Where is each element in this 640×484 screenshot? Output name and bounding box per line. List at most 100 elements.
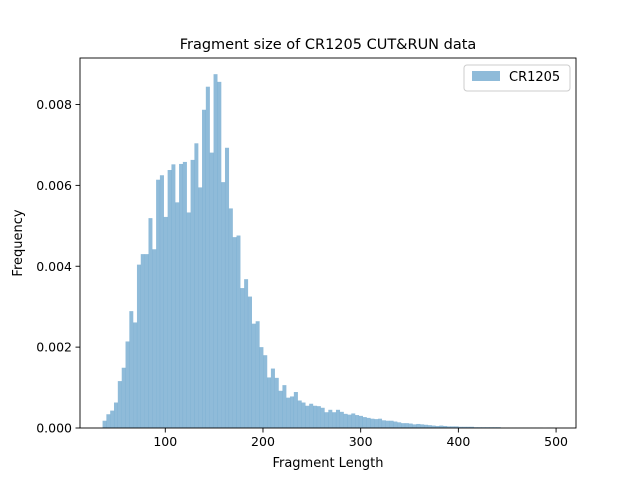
histogram-bar — [340, 412, 344, 428]
histogram-bar — [405, 423, 409, 428]
histogram-bar — [351, 413, 355, 428]
histogram-bar — [336, 410, 340, 428]
histogram-bar — [413, 424, 417, 428]
histogram-bar — [420, 424, 424, 428]
x-tick-label: 500 — [544, 434, 568, 449]
histogram-bar — [202, 110, 206, 428]
histogram-bar — [382, 420, 386, 428]
y-tick-label: 0.002 — [36, 340, 72, 355]
histogram-bar — [259, 347, 263, 428]
histogram-bar — [401, 423, 405, 428]
x-tick-label: 100 — [153, 434, 177, 449]
histogram-bar — [286, 398, 290, 428]
histogram-bar — [214, 74, 218, 428]
histogram-bar — [244, 279, 248, 428]
histogram-bar — [409, 424, 413, 428]
y-axis-label: Frequency — [11, 209, 26, 276]
histogram-bar — [126, 341, 130, 428]
histogram-bar — [240, 288, 244, 428]
histogram-bar — [378, 419, 382, 428]
histogram-bar — [367, 418, 371, 428]
histogram-bar — [305, 406, 309, 428]
chart-title: Fragment size of CR1205 CUT&RUN data — [180, 37, 477, 53]
histogram-bar — [148, 218, 152, 428]
histogram-bar — [168, 170, 172, 428]
histogram-bar — [175, 202, 179, 428]
histogram-bar — [370, 419, 374, 428]
histogram-bar — [325, 412, 329, 428]
histogram-bar — [106, 414, 110, 428]
histogram-bar — [191, 160, 195, 428]
histogram-bar — [313, 406, 317, 428]
histogram-bar — [294, 392, 298, 428]
histogram-bar — [110, 411, 114, 428]
histogram-bar — [225, 148, 229, 428]
histogram-bar — [103, 421, 107, 428]
histogram-bar — [171, 164, 175, 428]
histogram-bar — [347, 415, 351, 428]
histogram-bar — [164, 217, 168, 428]
histogram-bar — [397, 422, 401, 428]
histogram-bar — [302, 403, 306, 428]
histogram-bar — [183, 162, 187, 428]
histogram-bar — [386, 421, 390, 428]
histogram-bar — [237, 236, 241, 428]
histogram-bar — [355, 415, 359, 428]
histogram-bar — [363, 417, 367, 428]
histogram-bar — [424, 425, 428, 428]
histogram-bar — [114, 403, 118, 428]
y-tick-label: 0.006 — [36, 178, 72, 193]
x-tick-label: 200 — [251, 434, 275, 449]
histogram-bar — [252, 324, 256, 428]
histogram-bar — [160, 175, 164, 428]
histogram-bar — [374, 419, 378, 428]
y-tick-label: 0.000 — [36, 421, 72, 436]
histogram-bar — [321, 408, 325, 428]
histogram-bar — [233, 237, 237, 428]
histogram-bar — [210, 153, 214, 428]
legend-label: CR1205 — [509, 70, 560, 85]
histogram-bar — [393, 422, 397, 428]
histogram-bar — [271, 369, 275, 428]
y-tick-label: 0.008 — [36, 97, 72, 112]
histogram-bar — [179, 164, 183, 428]
histogram-bar — [229, 208, 233, 428]
histogram-bar — [137, 265, 141, 428]
histogram-bar — [416, 424, 420, 428]
y-tick-label: 0.004 — [36, 259, 72, 274]
histogram-bar — [152, 249, 156, 428]
histogram-bar — [118, 381, 122, 428]
histogram-bar — [317, 406, 321, 428]
histogram-bar — [248, 297, 252, 428]
histogram-bar — [194, 143, 198, 428]
x-tick-label: 400 — [446, 434, 470, 449]
histogram-bar — [298, 401, 302, 428]
histogram-bar — [133, 322, 137, 428]
histogram-bar — [145, 254, 149, 428]
histogram-bar — [129, 311, 133, 428]
histogram-bar — [263, 355, 267, 428]
legend: CR1205 — [464, 65, 570, 91]
histogram-bar — [122, 368, 126, 428]
histogram-bar — [206, 87, 210, 428]
histogram-bar — [279, 391, 283, 428]
histogram-bar — [332, 412, 336, 428]
histogram-bar — [156, 180, 160, 428]
histogram-bar — [328, 410, 332, 428]
histogram-bar — [275, 378, 279, 428]
histogram-bar — [141, 254, 145, 428]
histogram-bar — [187, 212, 191, 428]
histogram-bar — [282, 385, 286, 428]
histogram-bar — [344, 414, 348, 428]
histogram-bar — [309, 404, 313, 428]
histogram-bar — [198, 187, 202, 428]
histogram-bar — [221, 182, 225, 428]
histogram-bar — [390, 421, 394, 428]
x-tick-label: 300 — [349, 434, 373, 449]
histogram-bar — [290, 396, 294, 428]
histogram-bar — [217, 82, 221, 428]
legend-swatch — [472, 71, 500, 81]
histogram-bar — [359, 416, 363, 428]
